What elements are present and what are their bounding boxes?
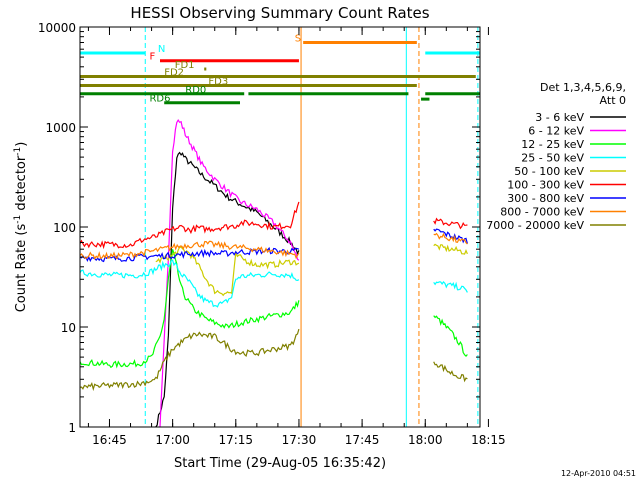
legend-label-100-300-kev: 100 - 300 keV — [507, 179, 584, 192]
legend-label-3-6-kev: 3 - 6 keV — [535, 111, 584, 124]
legend-label-7000-20000-kev: 7000 - 20000 keV — [486, 219, 584, 232]
legend-label-25-50-kev: 25 - 50 keV — [521, 152, 584, 165]
series-line-7000-20000-kev — [80, 328, 468, 392]
series-line-3-6-kev — [155, 151, 300, 427]
x-tick-label-1730: 17:30 — [282, 433, 317, 447]
x-tick-label-1715: 17:15 — [218, 433, 253, 447]
y-tick-label-10000: 10000 — [38, 21, 76, 35]
series-line-50-100-kev — [155, 243, 468, 297]
y-axis-label: Count Rate (s-1 detector-1) — [13, 142, 29, 313]
y-tick-label-100: 100 — [53, 221, 76, 235]
series-line-800-7000-kev — [80, 232, 468, 260]
legend-label-50-100-kev: 50 - 100 keV — [514, 165, 584, 178]
flag-label-f: F — [149, 52, 155, 63]
legend-label-300-800-kev: 300 - 800 keV — [507, 192, 584, 205]
series-lines — [80, 118, 468, 427]
legend-label-800-7000-kev: 800 - 7000 keV — [500, 206, 584, 219]
x-tick-label-1700: 17:00 — [155, 433, 190, 447]
x-tick-label-1645: 16:45 — [92, 433, 127, 447]
y-tick-label-10: 10 — [61, 321, 76, 335]
flag-label-s: S — [295, 33, 301, 44]
legend-label-6-12-kev: 6 - 12 keV — [528, 125, 584, 138]
legend-title-line1: Det 1,3,4,5,6,9, — [540, 81, 626, 94]
flag-label-rd0: RD0 — [185, 85, 206, 96]
flag-label-fd2: FD2 — [164, 67, 184, 78]
series-line-300-800-kev — [80, 228, 468, 263]
series-line-100-300-kev — [80, 201, 468, 250]
x-tick-label-1800: 18:00 — [408, 433, 443, 447]
timestamp: 12-Apr-2010 04:51 — [561, 469, 636, 478]
series-line-12-25-kev — [80, 249, 468, 369]
y-tick-label-1: 1 — [68, 421, 76, 435]
flag-label-fd3: FD3 — [208, 77, 228, 88]
flag-label-rd6: RD6 — [149, 94, 170, 105]
flag-label-fd1: FD1 — [175, 60, 195, 71]
legend-label-12-25-kev: 12 - 25 keV — [521, 138, 584, 151]
chart-title: HESSI Observing Summary Count Rates — [130, 4, 429, 22]
axes: 16:45 17:00 17:15 17:30 17:45 18:00 18:15 1 10 10… — [38, 21, 506, 447]
x-axis-label: Start Time (29-Aug-05 16:35:42) — [174, 456, 386, 471]
series-line-6-12-kev — [159, 118, 300, 427]
x-tick-label-1815: 18:15 — [471, 433, 506, 447]
series-line-25-50-kev — [80, 259, 468, 308]
flag-label-n: N — [158, 44, 165, 55]
y-tick-label-1000: 1000 — [45, 121, 76, 135]
x-tick-label-1745: 17:45 — [345, 433, 380, 447]
legend-title-line2: Att 0 — [600, 94, 626, 107]
